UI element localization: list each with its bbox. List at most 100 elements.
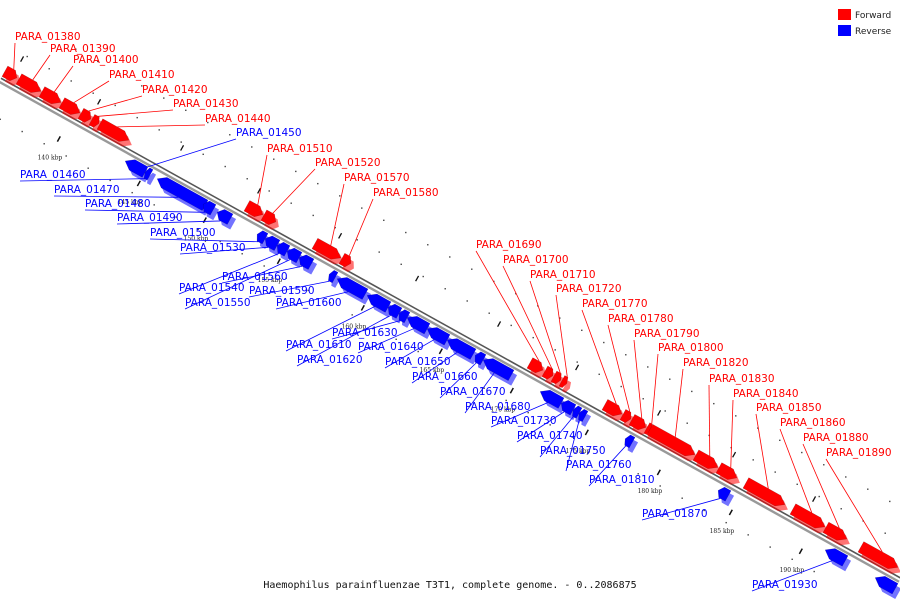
gene-PARA_01820[interactable] [646, 424, 698, 461]
gene-PARA_01610[interactable] [366, 293, 395, 318]
gene-label[interactable]: PARA_01750 [540, 445, 606, 457]
gene-PARA_01770[interactable] [601, 399, 625, 421]
gene-label[interactable]: PARA_01860 [780, 417, 846, 429]
gene-PARA_01380[interactable] [1, 65, 20, 86]
gene-label[interactable]: PARA_01460 [20, 169, 86, 181]
gene-label[interactable]: PARA_01380 [15, 31, 81, 43]
gene-label[interactable]: PARA_01780 [608, 313, 674, 325]
guide-dot [598, 373, 600, 376]
gene-label[interactable]: PARA_01650 [385, 356, 451, 368]
gene-PARA_01390[interactable] [15, 73, 44, 98]
gene-label[interactable]: PARA_01670 [440, 386, 506, 398]
gene-label[interactable]: PARA_01810 [589, 474, 655, 486]
gene-PARA_01490[interactable] [216, 209, 237, 230]
gene-label[interactable]: PARA_01880 [803, 432, 869, 444]
gene-label[interactable]: PARA_01430 [173, 98, 239, 110]
gene-PARA_01480[interactable] [202, 200, 220, 221]
gene-label[interactable]: PARA_01620 [297, 354, 363, 366]
gene-PARA_01720[interactable] [558, 375, 572, 393]
leader-line [73, 80, 110, 104]
gene-label[interactable]: PARA_01890 [826, 447, 892, 459]
gene-PARA_01650[interactable] [426, 327, 454, 351]
gene-label[interactable]: PARA_01590 [249, 285, 315, 297]
gene-PARA_01660[interactable] [446, 338, 480, 365]
gene-label[interactable]: PARA_01820 [683, 357, 749, 369]
gene-label[interactable]: PARA_01770 [582, 298, 648, 310]
gene-PARA_01510[interactable] [243, 200, 266, 222]
gene-PARA_01760[interactable] [578, 408, 592, 427]
gene-label[interactable]: PARA_01470 [54, 184, 120, 196]
gene-label[interactable]: PARA_01760 [566, 459, 632, 471]
gene-label[interactable]: PARA_01830 [709, 373, 775, 385]
gene-PARA_01400[interactable] [38, 86, 64, 109]
guide-dot [620, 385, 622, 388]
gene-PARA_01410[interactable] [58, 97, 83, 120]
guide-dot [268, 190, 270, 192]
gene-label[interactable]: PARA_01640 [358, 341, 424, 353]
gene-label[interactable]: PARA_01540 [179, 282, 245, 294]
gene-label[interactable]: PARA_01850 [756, 402, 822, 414]
gene-label[interactable]: PARA_01630 [332, 327, 398, 339]
guide-dot [197, 228, 199, 231]
gene-PARA_01560[interactable] [298, 254, 318, 275]
gene-label[interactable]: PARA_01870 [642, 508, 708, 520]
gene-label[interactable]: PARA_01420 [142, 84, 208, 96]
gene-label[interactable]: PARA_01610 [286, 339, 352, 351]
gene-PARA_01850[interactable] [742, 477, 788, 511]
gene-label[interactable]: PARA_01550 [185, 297, 251, 309]
gene-PARA_01880[interactable] [822, 521, 850, 546]
gene-label[interactable]: PARA_01510 [267, 143, 333, 155]
gene-label[interactable]: PARA_01400 [73, 54, 139, 66]
gene-PARA_01790[interactable] [628, 414, 649, 435]
gene-PARA_01470[interactable] [156, 177, 212, 216]
leader-line [565, 419, 580, 472]
gene-label[interactable]: PARA_01490 [117, 212, 183, 224]
gene-label[interactable]: PARA_01930 [752, 579, 818, 591]
gene-label[interactable]: PARA_01680 [465, 401, 531, 413]
gene-label[interactable]: PARA_01690 [476, 239, 542, 251]
gene-edge[interactable] [874, 576, 900, 599]
gene-PARA_01580[interactable] [338, 252, 354, 272]
gene-PARA_01870[interactable] [717, 486, 735, 507]
guide-dot [70, 80, 72, 82]
gene-label[interactable]: PARA_01480 [85, 198, 151, 210]
gene-PARA_01640[interactable] [406, 316, 434, 339]
gene-PARA_01570[interactable] [311, 237, 344, 265]
gene-PARA_01840[interactable] [715, 462, 740, 485]
gene-PARA_01520[interactable] [260, 209, 279, 230]
gene-label[interactable]: PARA_01390 [50, 43, 116, 55]
gene-label[interactable]: PARA_01520 [315, 157, 381, 169]
gene-label[interactable]: PARA_01710 [530, 269, 596, 281]
gene-label[interactable]: PARA_01450 [236, 127, 302, 139]
gene-PARA_01930[interactable] [824, 548, 852, 572]
guide-dot [87, 167, 89, 169]
gene-PARA_01860[interactable] [789, 503, 828, 534]
gene-label[interactable]: PARA_01600 [276, 297, 342, 309]
gene-PARA_01590[interactable] [328, 269, 342, 288]
gene-PARA_01680[interactable] [482, 358, 518, 386]
gene-PARA_01890[interactable] [857, 541, 900, 574]
gene-label[interactable]: PARA_01440 [205, 113, 271, 125]
gene-label[interactable]: PARA_01730 [491, 415, 557, 427]
gene-label[interactable]: PARA_01700 [503, 254, 569, 266]
gene-label[interactable]: PARA_01530 [180, 242, 246, 254]
gene-PARA_01810[interactable] [624, 434, 639, 453]
gene-PARA_01460[interactable] [143, 167, 157, 186]
gene-PARA_01730[interactable] [539, 389, 568, 414]
gene-label[interactable]: PARA_01800 [658, 342, 724, 354]
gene-PARA_01830[interactable] [692, 449, 721, 474]
leader-line [179, 246, 269, 255]
gene-PARA_01440[interactable] [96, 118, 132, 147]
gene-label[interactable]: PARA_01410 [109, 69, 175, 81]
gene-label[interactable]: PARA_01660 [412, 371, 478, 383]
gene-PARA_01690[interactable] [526, 357, 546, 378]
gene-label[interactable]: PARA_01720 [556, 283, 622, 295]
gene-label[interactable]: PARA_01740 [517, 430, 583, 442]
gene-label[interactable]: PARA_01580 [373, 187, 439, 199]
gene-label[interactable]: PARA_01790 [634, 328, 700, 340]
gene-PARA_01600[interactable] [336, 277, 372, 305]
gene-label[interactable]: PARA_01840 [733, 388, 799, 400]
gene-label[interactable]: PARA_01560 [222, 271, 288, 283]
gene-label[interactable]: PARA_01570 [344, 172, 410, 184]
gene-label[interactable]: PARA_01500 [150, 227, 216, 239]
